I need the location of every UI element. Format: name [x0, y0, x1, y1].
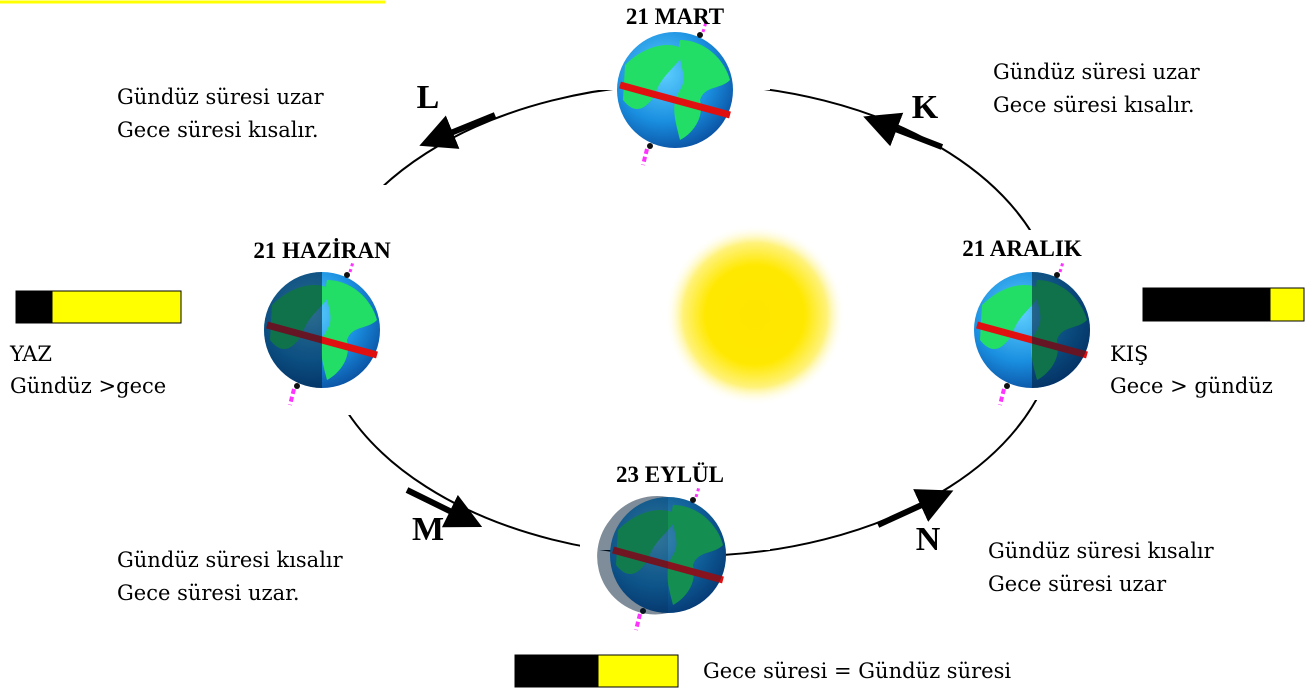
arrows: [405, 112, 954, 528]
arrow-label: L: [417, 79, 440, 116]
note: Gece süresi kısalır.: [993, 93, 1195, 117]
season-note: KIŞ: [1110, 342, 1148, 366]
note: Gündüz süresi kısalır: [117, 548, 344, 572]
season-label: 21 ARALIK: [962, 236, 1082, 261]
note: Gece süresi kısalır.: [117, 118, 319, 142]
arrow-label: K: [912, 89, 939, 126]
note: Gece süresi uzar: [988, 572, 1167, 596]
note: Gündüz süresi uzar: [117, 85, 325, 109]
season-note: Gece > gündüz: [1110, 374, 1273, 398]
season-note: Gündüz >gece: [10, 374, 166, 398]
arrow-label: M: [412, 511, 444, 548]
note: Gündüz süresi kısalır: [988, 539, 1215, 563]
season-label: 23 EYLÜL: [616, 462, 724, 487]
note: Gündüz süresi uzar: [993, 60, 1201, 84]
season-note: YAZ: [9, 342, 52, 366]
equinox-note: Gece süresi = Gündüz süresi: [703, 659, 1011, 683]
note: Gece süresi uzar.: [117, 581, 300, 605]
arrow-label: N: [916, 521, 941, 558]
bars: [15, 287, 1305, 688]
sun: [665, 225, 845, 405]
season-label: 21 MART: [626, 4, 724, 29]
season-label: 21 HAZİRAN: [253, 238, 391, 263]
